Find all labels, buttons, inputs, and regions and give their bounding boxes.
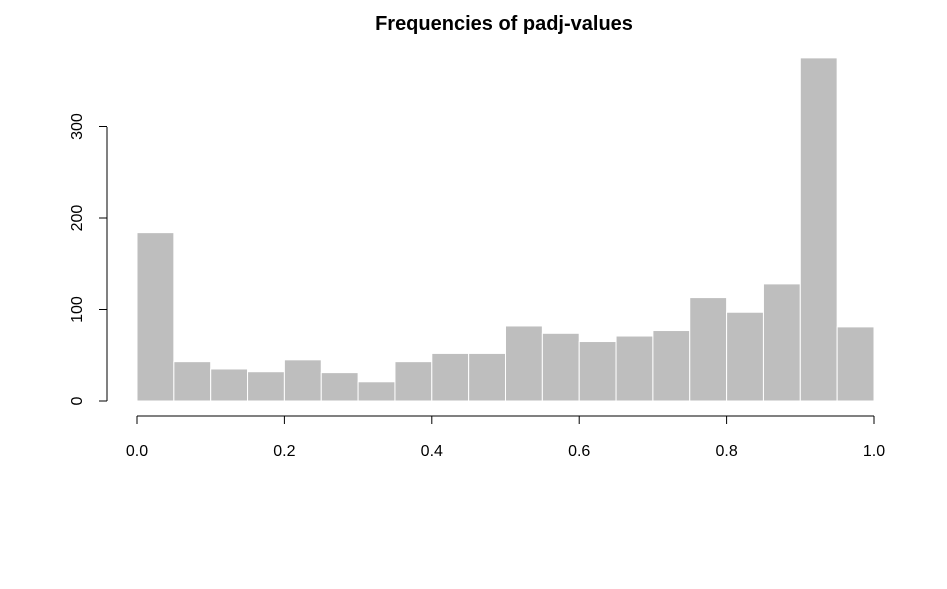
- y-tick-label: 100: [69, 296, 86, 323]
- x-tick-label: 1.0: [863, 443, 885, 460]
- x-tick-label: 0.8: [715, 443, 737, 460]
- y-tick-label: 200: [69, 205, 86, 232]
- histogram-bar: [357, 381, 396, 402]
- histogram-bar: [320, 372, 359, 402]
- histogram-bar: [283, 359, 322, 402]
- histogram-bar: [799, 57, 838, 402]
- y-tick-label: 0: [69, 396, 86, 405]
- histogram-bar: [762, 283, 801, 402]
- histogram-bar: [726, 311, 764, 402]
- histogram-bar: [541, 332, 580, 402]
- histogram-bar: [247, 371, 285, 402]
- histogram-bar: [210, 368, 249, 402]
- histogram-bar: [689, 297, 728, 402]
- histogram-bar: [836, 326, 875, 402]
- chart-title: Frequencies of padj-values: [375, 13, 633, 35]
- x-tick-label: 0.0: [126, 443, 148, 460]
- histogram-bar: [615, 335, 654, 402]
- histogram-bar: [173, 361, 212, 402]
- y-axis: 0 100 200 300: [69, 113, 108, 405]
- histogram-bar: [468, 352, 506, 402]
- histogram-bar: [136, 232, 175, 402]
- y-tick-label: 300: [69, 113, 86, 140]
- histogram-bar: [505, 325, 543, 402]
- x-tick-label: 0.6: [568, 443, 590, 460]
- x-tick-label: 0.2: [273, 443, 295, 460]
- histogram-bar: [652, 330, 691, 402]
- histogram-bar: [578, 341, 617, 402]
- histogram-bars: [136, 57, 875, 402]
- x-axis: 0.0 0.2 0.4 0.6 0.8 1.0: [126, 415, 885, 460]
- histogram-bar: [431, 352, 470, 402]
- histogram-bar: [394, 361, 433, 402]
- x-tick-label: 0.4: [421, 443, 443, 460]
